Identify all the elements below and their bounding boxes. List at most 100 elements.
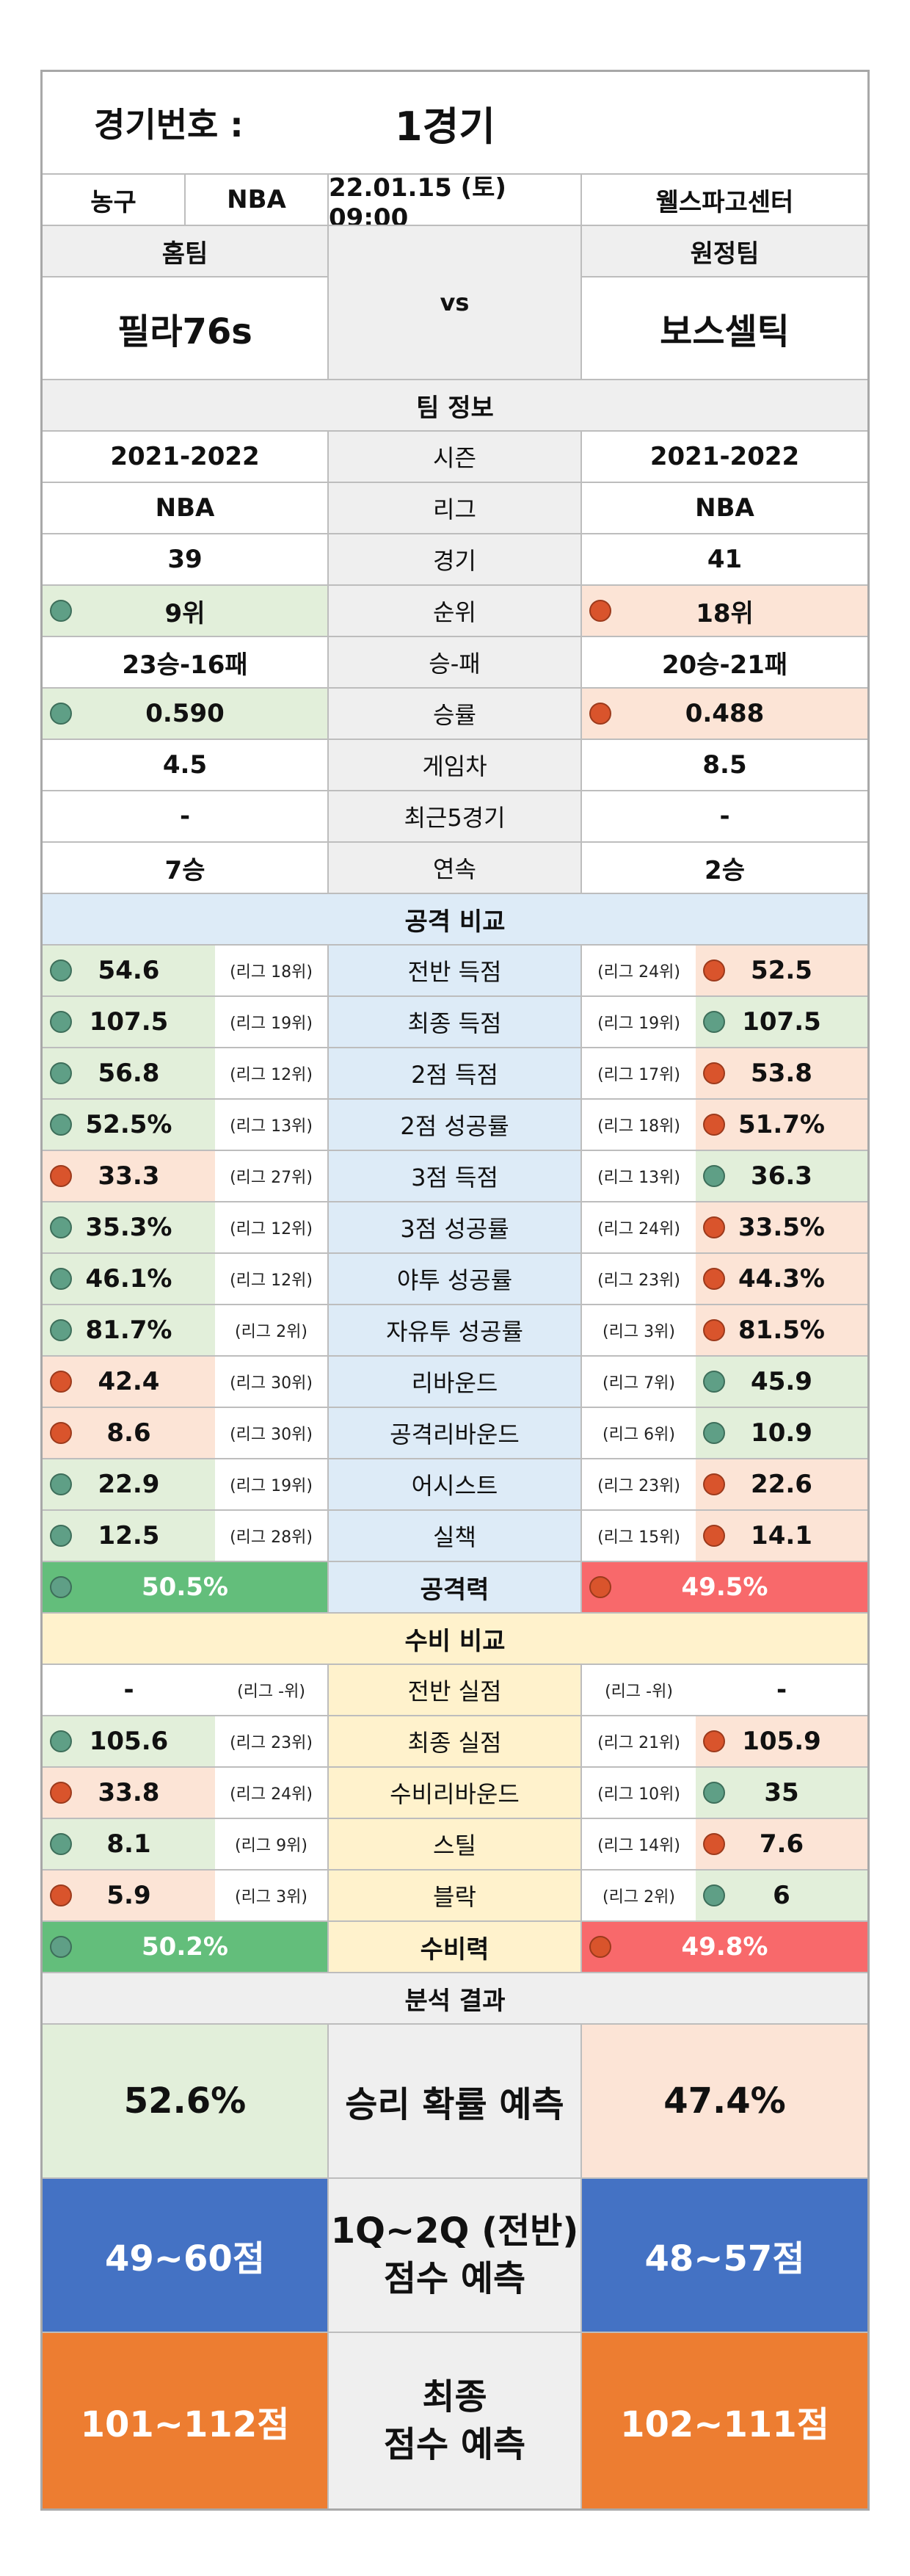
defense-power-label: 수비력 xyxy=(329,1922,582,1973)
status-dot-icon xyxy=(50,1884,72,1906)
status-dot-icon xyxy=(703,959,725,982)
defense-stat-home-rank: (리그 24위) xyxy=(215,1768,329,1819)
half-score-away: 48~57점 xyxy=(582,2179,867,2333)
half-score-label-line2: 점수 예측 xyxy=(383,2258,526,2299)
attack-stat-away-rank: (리그 18위) xyxy=(582,1100,696,1151)
attack-stat-away-value-cell: 81.5% xyxy=(696,1305,867,1357)
attack-stat-away-value-cell: 22.6 xyxy=(696,1459,867,1511)
defense-power-home-value: 50.2% xyxy=(142,1932,228,1962)
match-title-row: 경기번호 : 1경기 xyxy=(43,72,867,175)
attack-stat-label: 야투 성공률 xyxy=(329,1254,582,1305)
team-info-away-value: NBA xyxy=(695,493,754,523)
status-dot-icon xyxy=(589,600,611,622)
attack-stat-label: 공격리바운드 xyxy=(329,1408,582,1459)
defense-stat-home-rank: (리그 -위) xyxy=(215,1665,329,1716)
defense-stat-away-value-cell: 105.9 xyxy=(696,1716,867,1768)
match-analysis-sheet: 경기번호 : 1경기 농구 NBA 22.01.15 (토) 09:00 웰스파… xyxy=(40,70,870,2511)
attack-stat-away-rank: (리그 17위) xyxy=(582,1048,696,1100)
attack-stat-away-value-cell: 36.3 xyxy=(696,1151,867,1202)
team-info-away-cell: - xyxy=(582,791,867,843)
status-dot-icon xyxy=(703,1782,725,1804)
attack-stat-away-value-cell: 14.1 xyxy=(696,1511,867,1562)
half-score-label-line1: 1Q~2Q (전반) xyxy=(330,2210,579,2252)
team-info-away-cell: 41 xyxy=(582,534,867,586)
defense-stat-home-value-cell: 33.8 xyxy=(43,1768,215,1819)
attack-stat-row: 33.3 (리그 27위) 3점 득점 (리그 13위) 36.3 xyxy=(43,1151,867,1202)
status-dot-icon xyxy=(50,1422,72,1444)
team-info-home-cell: NBA xyxy=(43,483,329,534)
attack-stat-label: 어시스트 xyxy=(329,1459,582,1511)
power-marker-icon xyxy=(589,1936,611,1958)
attack-stat-home-rank: (리그 12위) xyxy=(215,1048,329,1100)
status-dot-icon xyxy=(703,1422,725,1444)
team-info-label: 게임차 xyxy=(329,740,582,791)
defense-header: 수비 비교 xyxy=(43,1614,867,1665)
attack-stat-home-rank: (리그 30위) xyxy=(215,1357,329,1408)
status-dot-icon xyxy=(50,703,72,725)
attack-stat-away-value: 33.5% xyxy=(738,1213,825,1242)
sport-cell: 농구 xyxy=(43,175,186,226)
team-info-away-value: 8.5 xyxy=(702,750,747,780)
attack-stat-row: 81.7% (리그 2위) 자유투 성공률 (리그 3위) 81.5% xyxy=(43,1305,867,1357)
status-dot-icon xyxy=(50,1782,72,1804)
team-info-label: 경기 xyxy=(329,534,582,586)
status-dot-icon xyxy=(703,1473,725,1495)
attack-stat-away-value: 14.1 xyxy=(751,1521,812,1550)
attack-stat-away-value: 53.8 xyxy=(751,1059,812,1088)
status-dot-icon xyxy=(50,1371,72,1393)
status-dot-icon xyxy=(703,1833,725,1855)
team-info-home-value: 39 xyxy=(167,545,203,574)
team-info-home-cell: 2021-2022 xyxy=(43,432,329,483)
attack-stat-away-value: 36.3 xyxy=(751,1161,812,1191)
team-info-label: 순위 xyxy=(329,586,582,637)
attack-stat-row: 12.5 (리그 28위) 실책 (리그 15위) 14.1 xyxy=(43,1511,867,1562)
attack-stat-home-value-cell: 42.4 xyxy=(43,1357,215,1408)
defense-stat-home-rank: (리그 23위) xyxy=(215,1716,329,1768)
team-info-label: 연속 xyxy=(329,843,582,894)
attack-stat-home-rank: (리그 30위) xyxy=(215,1408,329,1459)
status-dot-icon xyxy=(703,1319,725,1341)
attack-power-row: 50.5% 공격력 49.5% xyxy=(43,1562,867,1614)
team-info-title: 팀 정보 xyxy=(43,380,867,432)
attack-stat-row: 35.3% (리그 12위) 3점 성공률 (리그 24위) 33.5% xyxy=(43,1202,867,1254)
status-dot-icon xyxy=(589,703,611,725)
defense-stat-label: 블락 xyxy=(329,1871,582,1922)
attack-stat-home-value-cell: 22.9 xyxy=(43,1459,215,1511)
win-prob-away: 47.4% xyxy=(582,2025,867,2179)
attack-stat-away-rank: (리그 24위) xyxy=(582,946,696,997)
attack-stat-away-rank: (리그 24위) xyxy=(582,1202,696,1254)
home-team-name: 필라76s xyxy=(43,277,329,380)
team-info-away-value: 18위 xyxy=(696,598,754,628)
status-dot-icon xyxy=(50,1525,72,1547)
attack-stat-away-rank: (리그 15위) xyxy=(582,1511,696,1562)
status-dot-icon xyxy=(50,1165,72,1187)
team-info-away-value: 2승 xyxy=(705,855,745,885)
status-dot-icon xyxy=(50,1833,72,1855)
defense-stat-away-value: 7.6 xyxy=(759,1829,804,1859)
attack-stat-row: 56.8 (리그 12위) 2점 득점 (리그 17위) 53.8 xyxy=(43,1048,867,1100)
attack-stat-away-value-cell: 107.5 xyxy=(696,997,867,1048)
attack-stat-home-rank: (리그 2위) xyxy=(215,1305,329,1357)
attack-stat-away-value: 81.5% xyxy=(738,1316,825,1345)
team-info-away-cell: 8.5 xyxy=(582,740,867,791)
final-score-label: 최종 점수 예측 xyxy=(329,2333,582,2508)
attack-power-label: 공격력 xyxy=(329,1562,582,1614)
win-prob-label: 승리 확률 예측 xyxy=(329,2025,582,2179)
half-score-home: 49~60점 xyxy=(43,2179,329,2333)
defense-stat-label: 스틸 xyxy=(329,1819,582,1871)
defense-stat-row: 33.8 (리그 24위) 수비리바운드 (리그 10위) 35 xyxy=(43,1768,867,1819)
team-info-home-cell: 9위 xyxy=(43,586,329,637)
attack-stat-away-value: 107.5 xyxy=(742,1007,821,1037)
attack-power-away: 49.5% xyxy=(582,1562,867,1614)
attack-power-away-value: 49.5% xyxy=(681,1572,768,1602)
team-info-away-cell: 18위 xyxy=(582,586,867,637)
defense-stat-away-rank: (리그 2위) xyxy=(582,1871,696,1922)
defense-stat-away-value: 6 xyxy=(773,1881,790,1910)
attack-stat-away-value: 52.5 xyxy=(751,956,812,985)
team-info-away-cell: 2021-2022 xyxy=(582,432,867,483)
final-prediction-row: 101~112점 최종 점수 예측 102~111점 xyxy=(43,2333,867,2508)
attack-stat-away-value: 51.7% xyxy=(738,1110,825,1139)
attack-stat-away-rank: (리그 19위) xyxy=(582,997,696,1048)
team-info-row: NBA 리그 NBA xyxy=(43,483,867,534)
attack-stat-away-rank: (리그 3위) xyxy=(582,1305,696,1357)
